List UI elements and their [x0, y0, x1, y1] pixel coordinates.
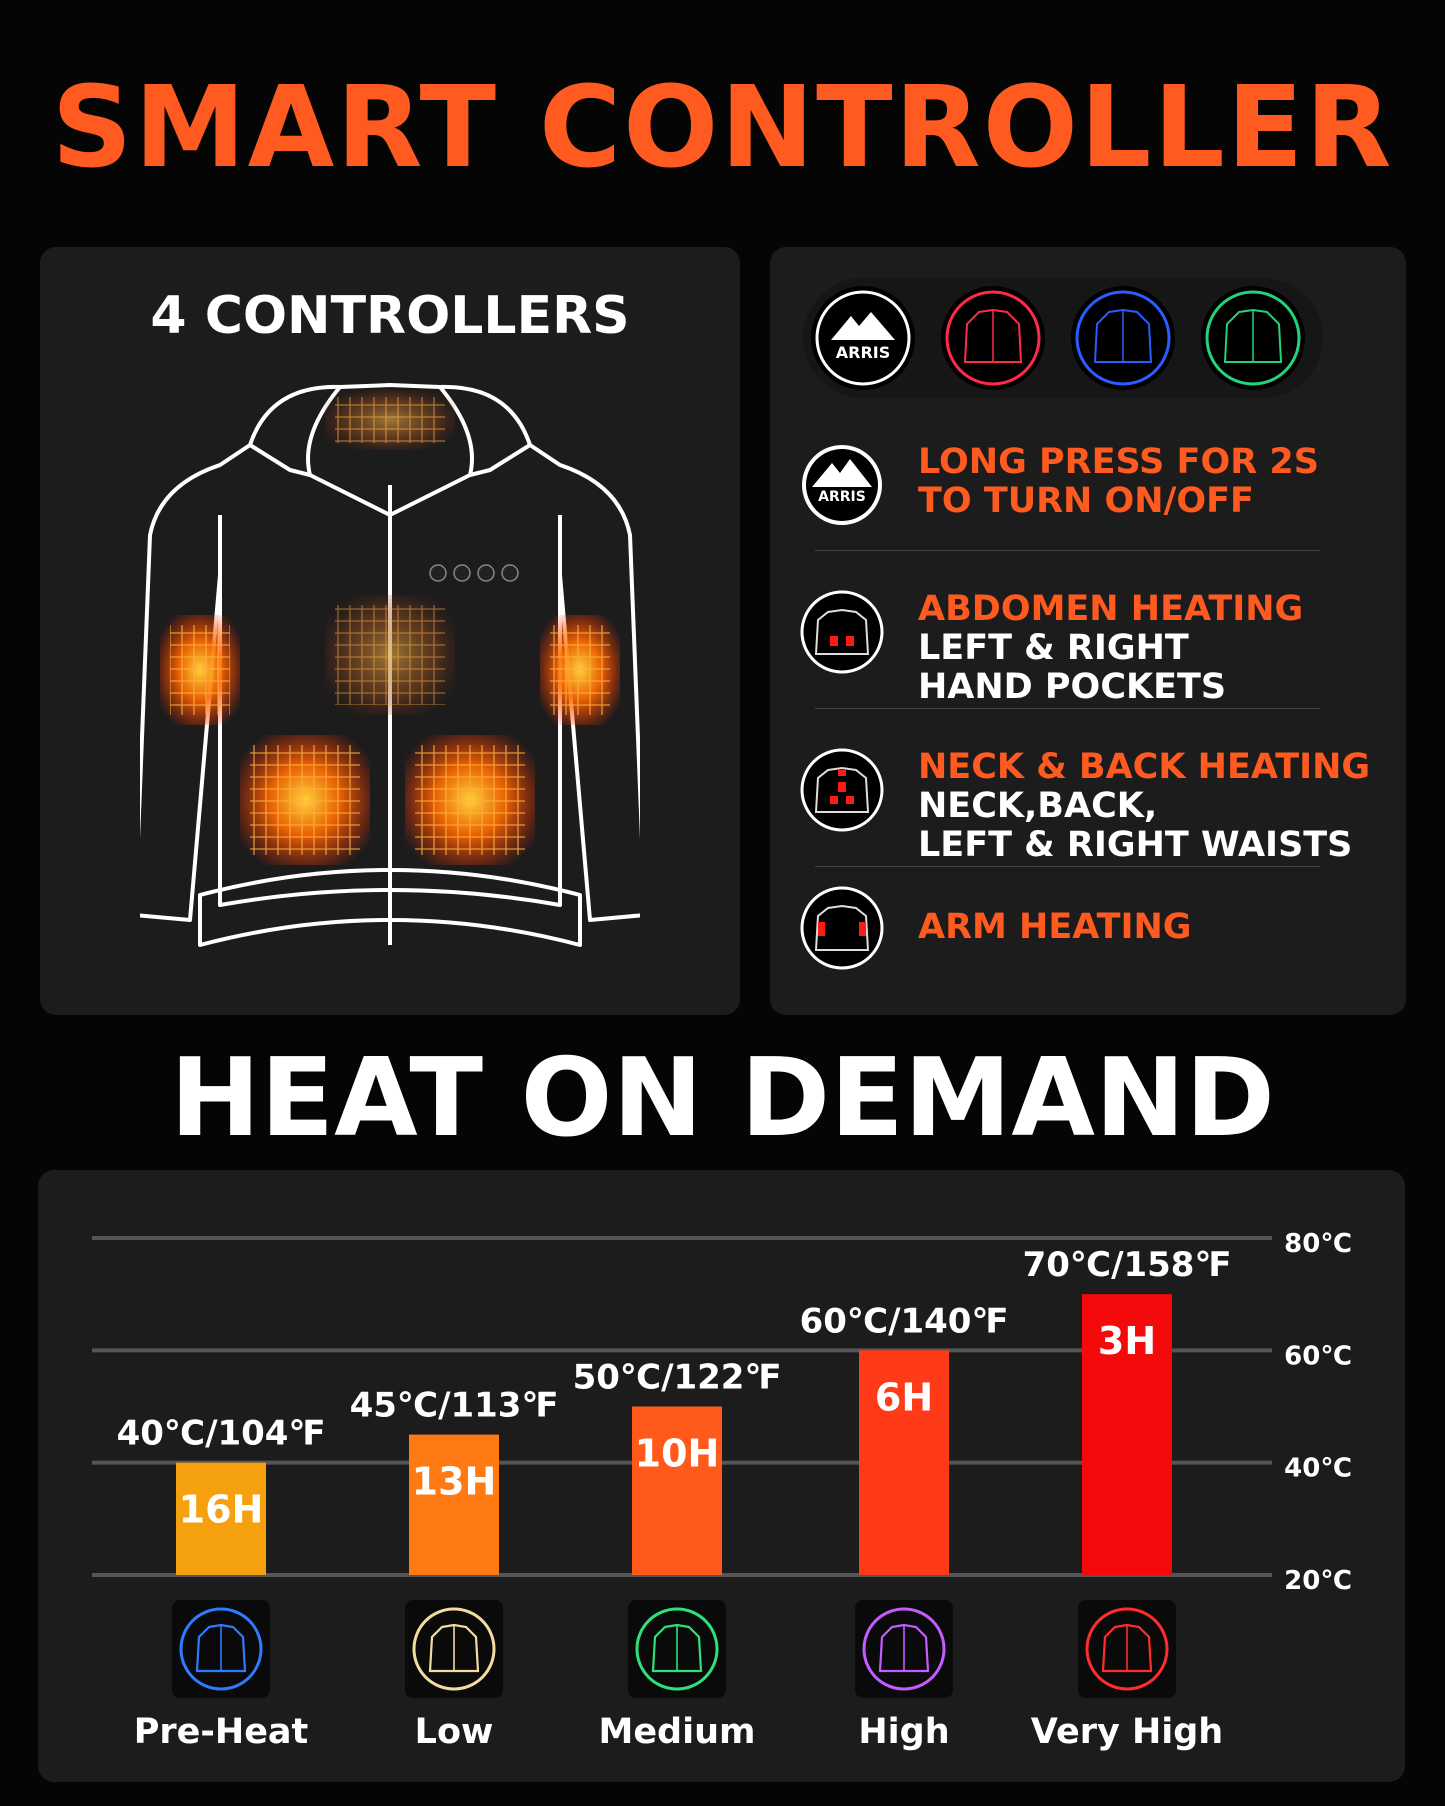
divider: [815, 550, 1320, 551]
power-instruction-line1: LONG PRESS FOR 2S: [918, 442, 1319, 482]
abdomen-line2: HAND POCKETS: [918, 667, 1227, 707]
page-title: SMART CONTROLLER: [51, 63, 1394, 193]
logo-text: ARRIS: [818, 489, 866, 505]
heat-level-name: Pre-Heat: [133, 1712, 309, 1752]
arris-logo-icon: ARRIS: [811, 286, 915, 390]
jacket-pocket-icon: [800, 590, 884, 674]
heat-level-name: Very High: [1030, 1712, 1224, 1752]
right-pocket-heat-pad: [405, 735, 535, 865]
left-arm-heat-pad: [160, 615, 240, 725]
instruction-row-neck-back: NECK & BACK HEATING NECK,BACK, LEFT & RI…: [800, 748, 1380, 868]
jacket-back-icon: [800, 748, 884, 832]
green-jacket-icon: [1201, 286, 1305, 390]
level-jacket-icon: [628, 1600, 726, 1698]
power-instruction-line2: TO TURN ON/OFF: [918, 481, 1254, 521]
heat-level-name: Low: [414, 1712, 494, 1752]
instruction-row-power: ARRIS LONG PRESS FOR 2S TO TURN ON/OFF: [800, 443, 1380, 533]
divider: [815, 708, 1320, 709]
heated-jacket-illustration: [140, 383, 640, 947]
back-heat-pad: [325, 595, 455, 715]
left-pocket-heat-pad: [240, 735, 370, 865]
arris-logo-icon: ARRIS: [802, 445, 882, 525]
level-jacket-icon: [172, 1600, 270, 1698]
level-jacket-icon: [405, 1600, 503, 1698]
red-jacket-icon: [941, 286, 1045, 390]
right-arm-heat-pad: [540, 615, 620, 725]
heat-level-name: High: [858, 1712, 950, 1752]
section-title: HEAT ON DEMAND: [170, 1036, 1275, 1161]
level-jacket-icon: [1078, 1600, 1176, 1698]
instruction-row-abdomen: ABDOMEN HEATING LEFT & RIGHT HAND POCKET…: [800, 590, 1380, 710]
divider: [815, 866, 1320, 867]
logo-text: ARRIS: [836, 343, 891, 362]
heat-level-name: Medium: [598, 1712, 756, 1752]
neck-back-line2: LEFT & RIGHT WAISTS: [918, 825, 1353, 865]
level-jacket-icon: [855, 1600, 953, 1698]
abdomen-line1: LEFT & RIGHT: [918, 628, 1189, 668]
neck-back-line1: NECK,BACK,: [918, 786, 1158, 826]
chest-controller-buttons: [429, 564, 519, 582]
instruction-row-arm: ARM HEATING: [800, 886, 1380, 970]
neck-back-heading: NECK & BACK HEATING: [918, 747, 1371, 787]
abdomen-heading: ABDOMEN HEATING: [918, 589, 1304, 629]
neck-heat-pad: [325, 390, 455, 450]
controllers-title: 4 CONTROLLERS: [150, 286, 630, 346]
blue-jacket-icon: [1071, 286, 1175, 390]
jacket-arm-icon: [800, 886, 884, 970]
controller-icons-strip: ARRIS: [803, 278, 1323, 398]
arm-heading: ARM HEATING: [918, 907, 1192, 947]
